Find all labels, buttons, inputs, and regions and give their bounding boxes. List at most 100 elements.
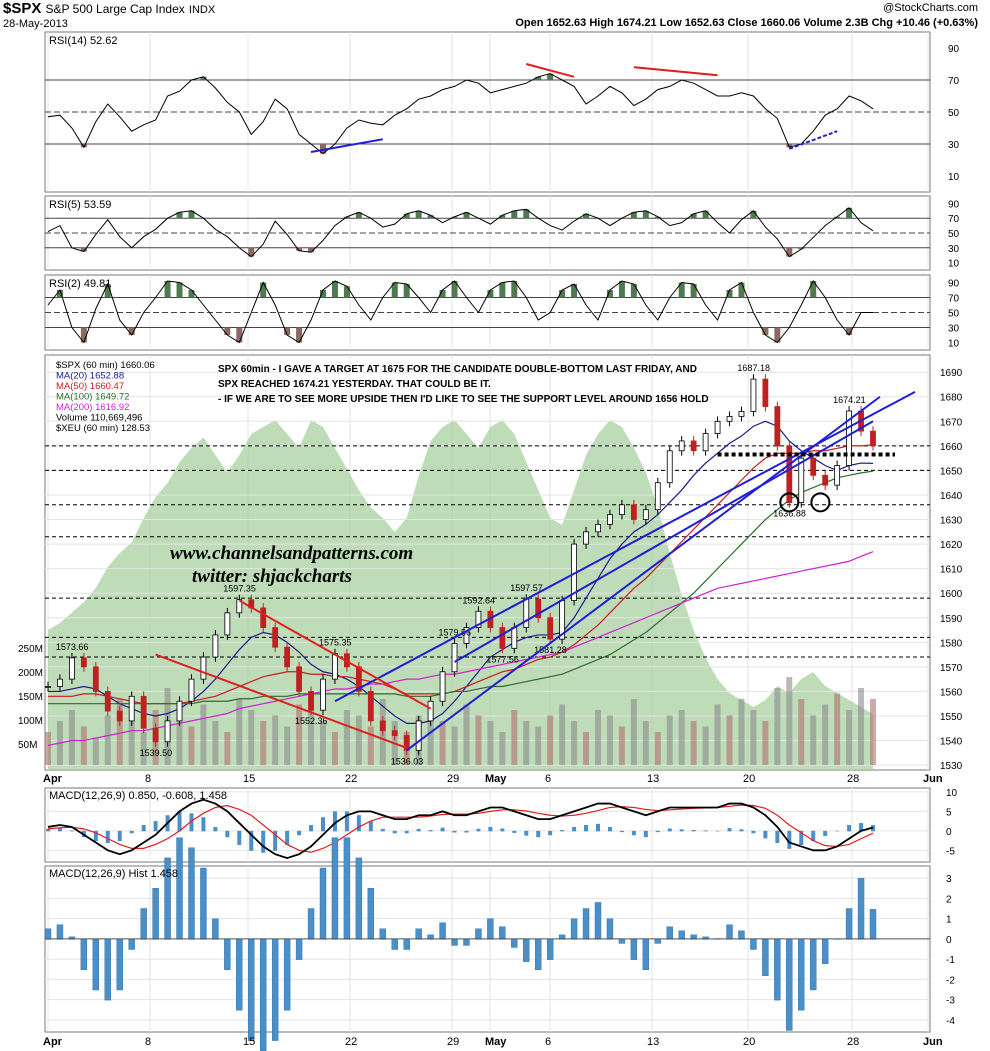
macd-hist-bar xyxy=(440,827,445,832)
legend-entry: MA(200) 1616.92 xyxy=(56,402,129,413)
hist-bar xyxy=(810,938,817,991)
hist-bar xyxy=(857,877,865,940)
volume-bar xyxy=(68,710,75,765)
x-tick-label: 20 xyxy=(743,773,755,785)
y-tick-label: 70 xyxy=(948,214,960,225)
macd-hist-bar xyxy=(536,830,541,838)
hist-bar xyxy=(367,888,375,940)
hist-bar xyxy=(738,930,745,940)
channel-upper-line xyxy=(334,390,916,703)
volume-bar xyxy=(475,715,482,765)
candle-body xyxy=(164,720,171,743)
y-tick-label: 1620 xyxy=(940,540,963,551)
hist-bar xyxy=(869,909,877,940)
candle-body xyxy=(224,612,231,636)
legend-entry: Volume 110,669,496 xyxy=(56,413,142,424)
hist-bar xyxy=(451,938,458,946)
y-tick-label: 1530 xyxy=(940,761,963,772)
x-tick-label: May xyxy=(485,773,507,785)
volume-bar xyxy=(92,737,99,765)
volume-bar xyxy=(463,704,470,765)
y-tick-label: 1550 xyxy=(940,712,963,723)
y-tick-label: 90 xyxy=(948,44,960,55)
hist-bar xyxy=(307,908,315,940)
volume-bar xyxy=(702,726,709,765)
x-tick-label: Apr xyxy=(43,1036,63,1048)
macd-hist-bar xyxy=(332,811,337,832)
volume-bar xyxy=(547,715,554,765)
rsi14-higher-low-arrow xyxy=(788,130,838,150)
candle-body xyxy=(188,678,195,702)
y-tick-label: 10 xyxy=(948,259,960,270)
hist-bar xyxy=(92,938,100,991)
volume-bar xyxy=(559,704,566,765)
hist-bar xyxy=(821,938,829,964)
y-tick-label: -4 xyxy=(946,1016,955,1027)
moving-average-line xyxy=(48,444,874,705)
legend-entry: $SPX (60 min) 1660.06 xyxy=(56,360,155,371)
y-tick-label: 2 xyxy=(946,894,952,905)
volume-bar xyxy=(499,732,506,765)
rsi-label: RSI(5) 53.59 xyxy=(49,199,111,211)
hist-bar xyxy=(44,928,52,940)
volume-tick-label: 250M xyxy=(18,644,43,655)
volume-bar xyxy=(571,721,578,765)
price-label: 1597.57 xyxy=(510,583,543,593)
volume-bar xyxy=(45,732,51,765)
volume-bar xyxy=(606,715,613,765)
macd-hist-bar xyxy=(285,830,290,845)
volume-bar xyxy=(188,726,195,765)
x-tick-label: 22 xyxy=(345,1036,357,1048)
y-tick-label: 70 xyxy=(948,294,960,305)
macd-hist-bar xyxy=(643,830,648,838)
moving-average-line xyxy=(47,551,874,747)
macd-hist-bar xyxy=(572,826,577,832)
candle-body xyxy=(439,671,446,702)
hist-bar xyxy=(331,837,339,940)
candle-body xyxy=(642,509,649,520)
macd-hist-bar xyxy=(739,829,744,832)
rsi-overbought-fill xyxy=(176,207,853,219)
price-label: 1592.64 xyxy=(462,595,495,605)
candle-body xyxy=(475,610,482,628)
price-label: 1597.35 xyxy=(223,584,256,594)
price-label: 1674.21 xyxy=(833,395,866,405)
y-tick-label: 10 xyxy=(948,172,960,183)
macd-hist-bar xyxy=(823,830,828,837)
wedge-upper-line xyxy=(238,599,432,710)
y-tick-label: 1630 xyxy=(940,516,963,527)
x-tick-label: Jun xyxy=(923,773,943,785)
volume-bar xyxy=(104,715,111,765)
price-label: 1573.66 xyxy=(56,642,89,652)
hist-bar xyxy=(283,938,291,1011)
candle-body xyxy=(738,411,745,417)
y-tick-label: 1650 xyxy=(940,466,963,477)
macd-line xyxy=(47,798,874,860)
candle-body xyxy=(654,482,661,511)
macd-hist-bar xyxy=(859,823,864,832)
volume-bar xyxy=(618,726,625,765)
volume-bar xyxy=(236,699,243,765)
y-tick-label: 0 xyxy=(946,935,952,946)
candle-body xyxy=(57,678,63,687)
macd-panel-frame xyxy=(44,787,931,863)
candle-body xyxy=(726,415,733,422)
x-tick-label: 15 xyxy=(243,773,255,785)
hist-bar xyxy=(236,938,243,1011)
y-tick-label: -3 xyxy=(946,996,955,1007)
candle-body xyxy=(499,627,506,649)
price-label: 1552.36 xyxy=(295,716,328,726)
volume-bar xyxy=(367,726,374,765)
y-tick-label: 50 xyxy=(948,229,960,240)
macd-hist-panel-frame xyxy=(44,865,931,1033)
watermark-site: www.channelsandpatterns.com xyxy=(170,543,414,564)
candle-body xyxy=(92,666,99,692)
volume-bar xyxy=(200,704,207,765)
x-tick-label: 29 xyxy=(447,773,459,785)
x-tick-label: 22 xyxy=(345,773,357,785)
volume-bar xyxy=(846,710,853,765)
volume-bar xyxy=(738,699,745,765)
rsi-line xyxy=(47,73,874,155)
hist-bar xyxy=(116,938,123,991)
hist-bar xyxy=(654,938,661,944)
